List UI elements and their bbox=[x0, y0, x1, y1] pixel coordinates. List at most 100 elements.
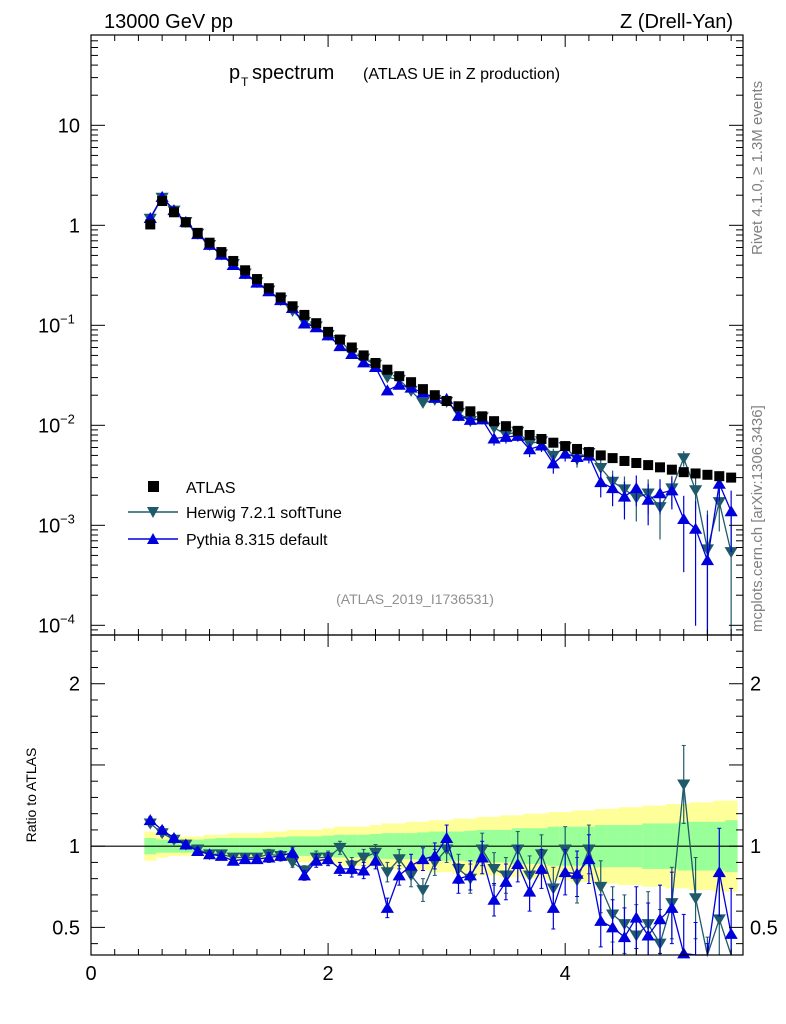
main-point-pythia bbox=[404, 381, 418, 393]
data-point-atlas bbox=[477, 411, 488, 422]
data-point-atlas bbox=[358, 350, 369, 361]
ratio-point-pythia bbox=[451, 872, 466, 884]
main-point-pythia bbox=[392, 378, 406, 390]
y-tick-label-exponent: −2 bbox=[60, 411, 75, 426]
ratio-point-pythia bbox=[345, 862, 359, 874]
ratio-point-pythia bbox=[309, 854, 323, 866]
main-data-layer bbox=[143, 190, 738, 635]
data-point-atlas bbox=[370, 357, 381, 368]
data-point-atlas bbox=[216, 247, 227, 258]
data-point-atlas bbox=[572, 443, 583, 454]
ratio-tick-label-right: 2 bbox=[750, 674, 761, 696]
ratio-point-pythia bbox=[285, 846, 300, 858]
data-point-atlas bbox=[406, 377, 417, 388]
plot-title-extra: (ATLAS UE in Z production) bbox=[363, 66, 560, 83]
main-point-pythia bbox=[641, 493, 655, 505]
data-point-atlas bbox=[180, 217, 191, 228]
ratio-frame bbox=[90, 634, 744, 956]
y-tick-label: 1 bbox=[69, 215, 80, 237]
main-point-herwig bbox=[677, 453, 691, 465]
x-tick-label: 0 bbox=[85, 963, 96, 985]
legend-label-herwig: Herwig 7.2.1 softTune bbox=[186, 505, 342, 522]
data-point-atlas bbox=[500, 421, 511, 432]
data-point-atlas bbox=[441, 396, 452, 407]
ratio-point-pythia bbox=[546, 901, 560, 913]
main-point-pythia bbox=[665, 484, 679, 496]
ratio-point-herwig bbox=[392, 854, 406, 866]
main-point-pythia bbox=[700, 554, 715, 566]
x-tick-label: 2 bbox=[323, 963, 334, 985]
data-point-atlas bbox=[631, 457, 642, 468]
data-point-atlas bbox=[655, 462, 666, 473]
plot-title-subscript: T bbox=[241, 75, 249, 89]
ratio-point-herwig bbox=[712, 914, 726, 926]
main-point-pythia bbox=[629, 482, 643, 494]
main-point-herwig bbox=[724, 547, 738, 559]
legend-marker-atlas bbox=[148, 481, 159, 492]
ratio-tick-label-left: 0.5 bbox=[52, 917, 80, 939]
main-point-herwig bbox=[416, 397, 430, 409]
main-point-pythia bbox=[523, 443, 537, 455]
main-panel: p T spectrum (ATLAS UE in Z production) … bbox=[90, 34, 744, 647]
ratio-point-pythia bbox=[404, 859, 418, 871]
ratio-point-pythia bbox=[297, 869, 311, 881]
ratio-point-herwig bbox=[357, 852, 371, 864]
data-point-atlas bbox=[168, 207, 179, 218]
ratio-point-pythia bbox=[380, 901, 394, 913]
main-line-herwig bbox=[149, 196, 732, 553]
main-point-pythia bbox=[534, 439, 549, 451]
main-point-pythia bbox=[499, 430, 513, 442]
ratio-point-pythia bbox=[712, 866, 726, 878]
data-point-atlas bbox=[512, 425, 523, 436]
main-point-herwig bbox=[688, 485, 703, 497]
main-point-pythia bbox=[451, 409, 466, 421]
plot-title-p: p bbox=[229, 62, 240, 84]
data-point-atlas bbox=[429, 390, 440, 401]
main-point-pythia bbox=[724, 505, 738, 517]
ratio-point-pythia bbox=[202, 848, 217, 860]
data-point-atlas bbox=[536, 433, 547, 444]
main-point-pythia bbox=[558, 447, 572, 459]
ratio-point-herwig bbox=[380, 867, 394, 879]
main-point-pythia bbox=[333, 340, 347, 352]
ratio-point-pythia bbox=[321, 853, 335, 865]
data-point-atlas bbox=[323, 326, 334, 337]
ratio-point-pythia bbox=[617, 931, 632, 943]
y-tick-label-base: 10 bbox=[38, 315, 60, 337]
ratio-point-pythia bbox=[665, 901, 679, 913]
ratio-point-pythia bbox=[167, 831, 181, 843]
ratio-point-pythia bbox=[333, 862, 347, 874]
data-point-atlas bbox=[287, 301, 298, 312]
data-point-atlas bbox=[607, 453, 618, 464]
ratio-point-pythia bbox=[428, 849, 442, 861]
ratio-point-pythia bbox=[629, 911, 643, 923]
ratio-point-herwig bbox=[487, 863, 501, 875]
main-ticks bbox=[90, 34, 743, 647]
main-point-pythia bbox=[653, 487, 667, 499]
ratio-point-pythia bbox=[226, 854, 240, 866]
data-point-atlas bbox=[382, 364, 393, 375]
data-point-atlas bbox=[334, 334, 345, 345]
main-point-pythia bbox=[380, 384, 394, 396]
main-point-pythia bbox=[463, 413, 477, 425]
main-point-pythia bbox=[546, 457, 560, 469]
ratio-point-pythia bbox=[475, 851, 489, 863]
ratio-point-pythia bbox=[606, 921, 620, 933]
data-point-atlas bbox=[263, 283, 274, 294]
data-point-atlas bbox=[619, 455, 630, 466]
data-point-atlas bbox=[240, 265, 251, 276]
y-tick-label-exponent: −4 bbox=[60, 611, 75, 626]
legend: ATLAS Herwig 7.2.1 softTune Pythia 8.315… bbox=[128, 480, 342, 549]
main-point-pythia bbox=[487, 432, 501, 444]
legend-label-pythia: Pythia 8.315 default bbox=[186, 532, 328, 549]
legend-label-atlas: ATLAS bbox=[186, 480, 236, 497]
y-tick-label-base: 10 bbox=[38, 515, 60, 537]
ratio-point-pythia bbox=[594, 914, 608, 926]
data-point-atlas bbox=[228, 255, 239, 266]
data-point-atlas bbox=[678, 467, 689, 478]
ratio-tick-label-right: 0.5 bbox=[750, 917, 778, 939]
analysis-tag: (ATLAS_2019_I1736531) bbox=[336, 591, 494, 607]
main-point-pythia bbox=[712, 477, 726, 489]
ratio-point-pythia bbox=[570, 867, 584, 879]
